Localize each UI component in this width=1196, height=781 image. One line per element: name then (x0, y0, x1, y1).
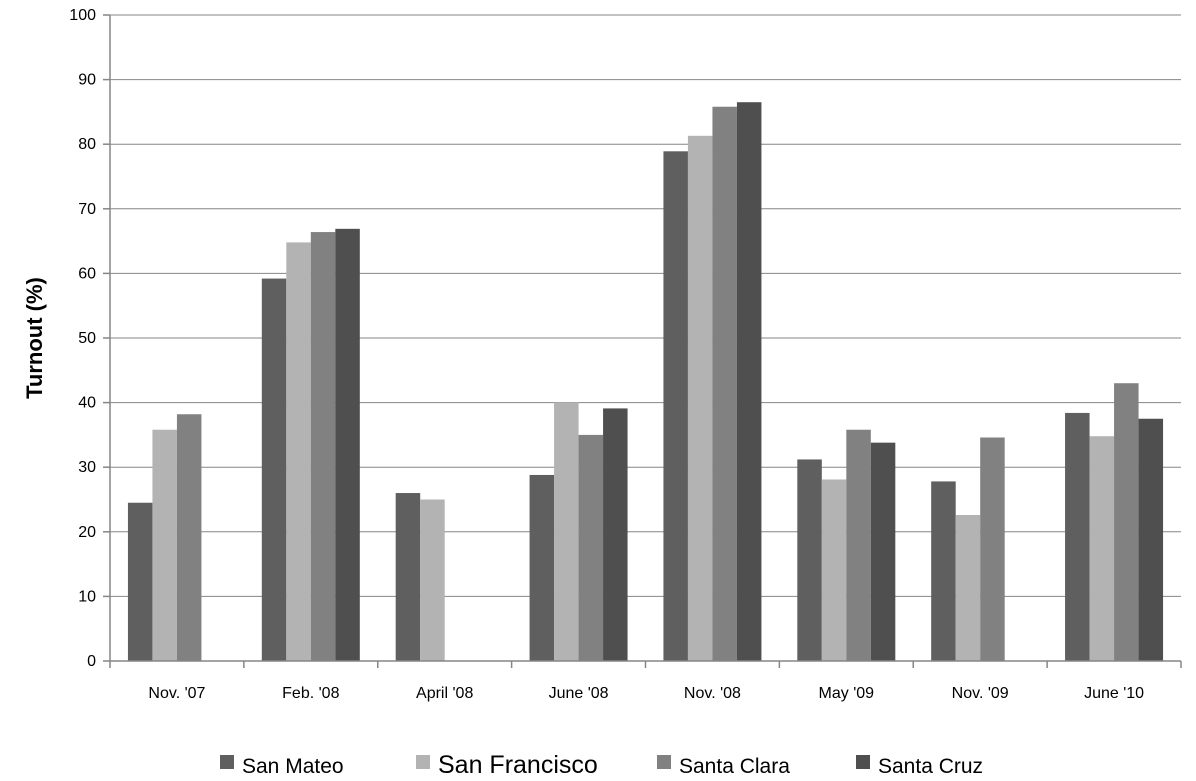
bar (1089, 436, 1115, 661)
legend-label: Santa Cruz (878, 755, 983, 778)
y-tick-label: 10 (78, 588, 96, 605)
bars (127, 102, 1164, 662)
y-tick-label: 20 (78, 524, 96, 541)
y-tick-label: 0 (87, 653, 96, 670)
bar (395, 493, 421, 661)
y-tick-label: 40 (78, 395, 96, 412)
x-tick-label: Nov. '07 (148, 685, 205, 702)
bar (420, 499, 445, 661)
x-tick-label: Feb. '08 (282, 685, 339, 702)
bar (310, 232, 336, 661)
y-tick-label: 70 (78, 201, 96, 218)
bar (687, 135, 713, 661)
legend: San Mateo San Francisco Santa Clara Santa C… (220, 751, 983, 779)
legend-label: San Francisco (438, 751, 598, 779)
y-tick-label: 100 (69, 7, 96, 24)
y-tick-label: 50 (78, 330, 96, 347)
bar (176, 414, 202, 661)
bar (603, 408, 628, 661)
bar (152, 429, 177, 661)
bar (797, 459, 822, 661)
bar (261, 278, 287, 661)
x-tick-label: April '08 (416, 685, 473, 702)
y-axis-label: Turnout (%) (22, 277, 47, 399)
bar (578, 434, 604, 661)
bar (736, 102, 762, 661)
axes (109, 15, 1181, 662)
bar (1138, 418, 1164, 661)
legend-swatch (856, 755, 870, 769)
y-tick-label: 60 (78, 265, 96, 282)
legend-label: San Mateo (242, 755, 344, 778)
bar (529, 474, 555, 661)
bar (955, 515, 981, 661)
bar (931, 481, 956, 661)
x-tick-label: Nov. '09 (952, 685, 1009, 702)
x-tick-labels: Nov. '07 Feb. '08 April '08 June '08 Nov. '0… (148, 685, 1144, 702)
x-tick-label: May '09 (819, 685, 875, 702)
legend-label: Santa Clara (679, 755, 790, 778)
bar (335, 228, 360, 662)
y-tick-label: 30 (78, 459, 96, 476)
bar (286, 242, 311, 661)
bar (712, 106, 737, 662)
bar (821, 479, 847, 661)
bar (846, 429, 871, 661)
legend-swatch (220, 755, 234, 769)
x-tick-label: Nov. '08 (684, 685, 741, 702)
x-tick-label: June '10 (1084, 685, 1144, 702)
y-tick-labels: 0 10 20 30 40 50 60 70 80 90 100 (69, 7, 96, 670)
bar (127, 502, 153, 661)
x-tick-label: June '08 (549, 685, 609, 702)
legend-swatch (657, 755, 671, 769)
bar (870, 442, 896, 661)
bar (663, 151, 688, 661)
bar (1065, 412, 1090, 661)
bar (554, 402, 579, 661)
bar (1114, 383, 1139, 661)
legend-swatch (416, 755, 430, 769)
y-tick-label: 90 (78, 72, 96, 89)
bar (980, 437, 1005, 661)
y-tick-label: 80 (78, 136, 96, 153)
